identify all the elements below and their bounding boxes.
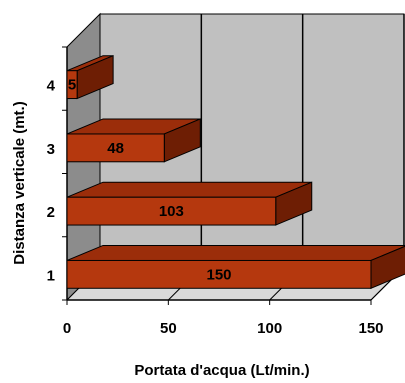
bar <box>66 133 165 163</box>
data-label: 150 <box>206 266 231 283</box>
y-tick-label: 3 <box>47 141 55 158</box>
x-tick-label: 0 <box>63 320 71 337</box>
labels: 0 50 100 150 1 150 2 103 3 48 4 5 <box>47 77 384 337</box>
x-tick-label: 50 <box>160 320 177 337</box>
bar <box>66 70 78 100</box>
bar <box>66 196 277 226</box>
x-tick-label: 150 <box>358 320 383 337</box>
y-axis-title: Distanza verticale (mt.) <box>11 101 28 264</box>
bar <box>66 259 372 289</box>
bar-top <box>66 244 405 261</box>
y-tick-label: 2 <box>47 204 55 221</box>
y-tick-label: 1 <box>47 267 55 284</box>
data-label: 103 <box>159 203 184 220</box>
bar-top <box>66 181 312 198</box>
x-tick-label: 100 <box>257 320 282 337</box>
x-axis-title: Portata d'acqua (Lt/min.) <box>134 362 309 379</box>
data-label: 48 <box>107 140 124 157</box>
data-label: 5 <box>68 77 76 94</box>
bars <box>66 54 405 290</box>
y-tick-label: 4 <box>47 78 56 95</box>
